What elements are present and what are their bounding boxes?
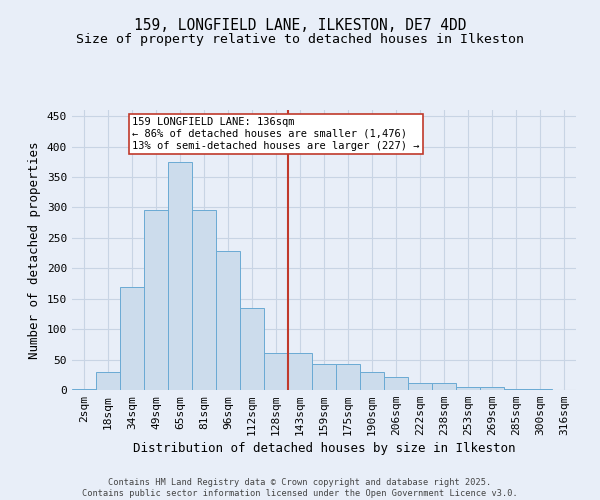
Bar: [384, 376, 408, 390]
Bar: [216, 251, 240, 390]
Bar: [264, 354, 288, 390]
Bar: [192, 210, 216, 390]
Bar: [480, 387, 504, 390]
Bar: [456, 387, 480, 390]
Bar: [336, 364, 360, 390]
Bar: [312, 364, 336, 390]
Bar: [120, 286, 144, 390]
Bar: [432, 382, 456, 390]
Bar: [360, 372, 384, 390]
Text: Contains HM Land Registry data © Crown copyright and database right 2025.
Contai: Contains HM Land Registry data © Crown c…: [82, 478, 518, 498]
Bar: [288, 354, 312, 390]
Text: Size of property relative to detached houses in Ilkeston: Size of property relative to detached ho…: [76, 32, 524, 46]
Bar: [240, 308, 264, 390]
Text: 159, LONGFIELD LANE, ILKESTON, DE7 4DD: 159, LONGFIELD LANE, ILKESTON, DE7 4DD: [134, 18, 466, 32]
Bar: [408, 382, 432, 390]
Bar: [168, 162, 192, 390]
Text: 159 LONGFIELD LANE: 136sqm
← 86% of detached houses are smaller (1,476)
13% of s: 159 LONGFIELD LANE: 136sqm ← 86% of deta…: [132, 118, 419, 150]
Y-axis label: Number of detached properties: Number of detached properties: [28, 141, 41, 359]
X-axis label: Distribution of detached houses by size in Ilkeston: Distribution of detached houses by size …: [133, 442, 515, 456]
Bar: [96, 372, 120, 390]
Bar: [144, 210, 168, 390]
Bar: [504, 389, 528, 390]
